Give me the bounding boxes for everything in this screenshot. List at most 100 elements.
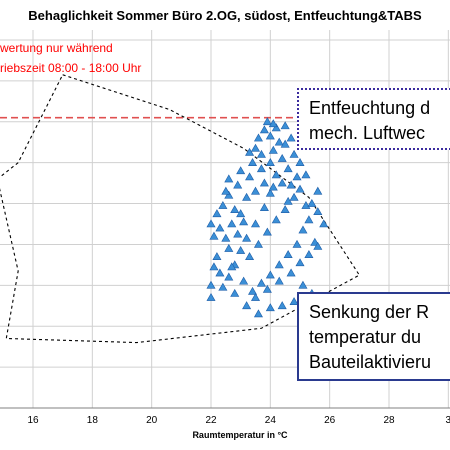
data-point	[224, 190, 234, 199]
data-point	[256, 278, 266, 287]
data-point	[319, 219, 329, 228]
data-point	[209, 231, 219, 240]
data-point	[280, 205, 290, 213]
data-point	[253, 133, 263, 142]
data-point	[298, 280, 308, 289]
data-point	[277, 301, 287, 310]
data-point	[233, 180, 243, 189]
data-point	[286, 268, 296, 277]
x-tick-label: 24	[265, 415, 277, 426]
data-points	[206, 117, 329, 318]
data-point	[265, 188, 275, 197]
data-point	[236, 166, 246, 175]
chart-title: Behaglichkeit Sommer Büro 2.OG, südost, …	[28, 8, 422, 23]
data-point	[245, 147, 255, 156]
data-point	[248, 286, 258, 295]
data-point	[265, 303, 275, 312]
data-point	[224, 174, 234, 183]
data-point	[265, 158, 275, 166]
data-point	[289, 297, 299, 305]
comfort-zone-boundary	[0, 74, 361, 344]
gridlines	[0, 30, 450, 408]
data-point	[253, 309, 263, 318]
data-point	[280, 121, 290, 130]
data-point	[283, 164, 293, 173]
x-tick-label: 28	[383, 415, 395, 426]
data-point	[259, 178, 269, 187]
tabs-annotation: Senkung der R temperatur du Bauteilaktiv…	[297, 292, 450, 381]
data-point	[274, 276, 284, 285]
data-point	[307, 198, 317, 207]
data-point	[250, 143, 261, 152]
x-tick-label: 22	[205, 415, 217, 426]
data-point	[268, 145, 278, 154]
data-point	[250, 292, 261, 301]
data-point	[295, 158, 305, 166]
data-point	[239, 276, 249, 285]
data-point	[286, 180, 296, 189]
data-point	[295, 184, 305, 193]
data-point	[271, 215, 281, 224]
data-point	[253, 239, 263, 248]
data-point	[313, 207, 323, 216]
data-point	[236, 209, 246, 218]
data-point	[313, 241, 323, 250]
x-tick-label: 26	[324, 415, 336, 426]
data-point	[209, 262, 219, 271]
data-point	[271, 170, 281, 179]
data-point	[230, 205, 240, 213]
data-point	[313, 186, 323, 195]
data-point	[248, 158, 258, 166]
data-point	[218, 200, 228, 209]
data-point	[215, 223, 225, 232]
x-tick-labels: 16 18 20 22 24 26 28 3	[27, 415, 450, 426]
data-point	[224, 272, 234, 281]
evaluation-note-line2: riebszeit 08:00 - 18:00 Uhr	[0, 61, 142, 75]
data-point	[250, 219, 261, 228]
data-point	[265, 270, 275, 279]
data-point	[259, 125, 269, 134]
data-point	[212, 252, 222, 261]
data-point	[256, 149, 266, 158]
data-point	[304, 250, 314, 258]
data-point	[227, 219, 237, 228]
data-point	[277, 178, 287, 187]
data-point	[259, 203, 269, 211]
data-point	[301, 170, 311, 179]
data-point	[245, 252, 255, 261]
data-point	[304, 215, 314, 224]
x-axis-label: Raumtemperatur in °C	[192, 430, 288, 440]
data-point	[292, 172, 302, 181]
data-point	[218, 282, 228, 291]
data-point	[242, 192, 252, 201]
data-point	[236, 245, 246, 254]
data-point	[283, 250, 293, 258]
data-point	[283, 196, 293, 205]
data-point	[221, 233, 231, 242]
data-point	[295, 258, 305, 267]
data-point	[274, 137, 284, 146]
data-point	[268, 182, 278, 191]
data-point	[268, 119, 278, 128]
data-point	[221, 186, 231, 195]
data-point	[277, 153, 287, 162]
data-point	[289, 149, 299, 158]
data-point	[206, 219, 216, 228]
x-tick-label: 18	[87, 415, 99, 426]
data-point	[245, 172, 255, 181]
data-point	[280, 139, 290, 148]
data-point	[215, 268, 225, 277]
data-point	[230, 288, 240, 297]
x-tick-label: 3	[446, 415, 450, 426]
data-point	[242, 301, 252, 310]
data-point	[239, 217, 249, 226]
data-point	[292, 239, 302, 248]
data-point	[265, 131, 275, 140]
data-point	[298, 225, 308, 234]
data-point	[250, 186, 261, 195]
data-point	[274, 260, 284, 269]
dehumidification-annotation: Entfeuchtung d mech. Luftwec	[297, 88, 450, 150]
data-point	[242, 233, 252, 242]
